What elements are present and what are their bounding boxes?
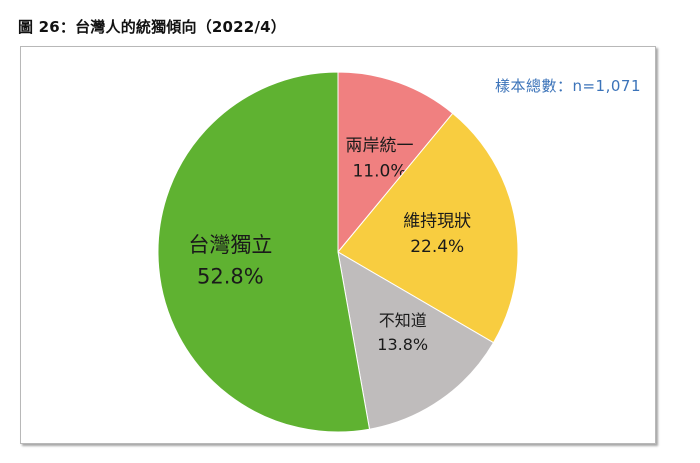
chart-frame: 樣本總數：n=1,071 兩岸統一 11.0% 維持現狀 22.4% 不知道 13.8% 台… xyxy=(20,46,656,444)
slice-value-label: 11.0% xyxy=(352,162,406,182)
slice-value-label: 52.8% xyxy=(197,265,264,289)
pie-slice-4 xyxy=(157,71,371,433)
slice-value-label: 22.4% xyxy=(410,237,464,257)
slice-category-label: 不知道 xyxy=(379,311,427,330)
slice-category-label: 兩岸統一 xyxy=(346,136,414,156)
sample-size-note: 樣本總數：n=1,071 xyxy=(494,77,641,95)
pie-slice-1 xyxy=(337,71,454,254)
pie-slice-2 xyxy=(337,112,519,344)
pie-slice-3 xyxy=(337,251,495,430)
slice-category-label: 維持現狀 xyxy=(403,212,471,232)
slice-value-label: 13.8% xyxy=(377,335,428,354)
figure-title: 圖 26：台灣人的統獨傾向（2022/4） xyxy=(18,18,286,36)
slice-category-label: 台灣獨立 xyxy=(188,233,272,257)
pie-chart: 兩岸統一 11.0% 維持現狀 22.4% 不知道 13.8% 台灣獨立 52.8% xyxy=(157,71,519,433)
